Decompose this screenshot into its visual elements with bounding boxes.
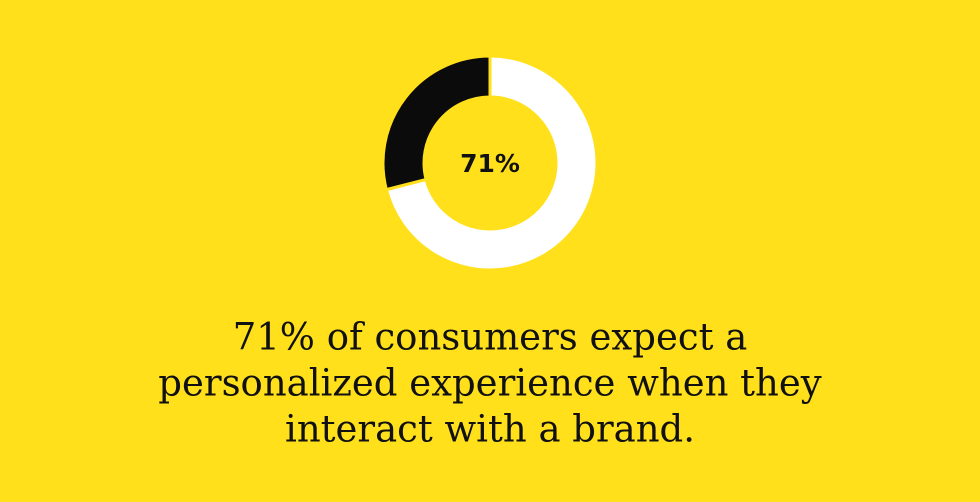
donut-segment: [381, 54, 492, 192]
center-label: 71%: [460, 149, 520, 178]
donut-segment: [384, 54, 599, 272]
caption-line: interact with a brand.: [285, 408, 695, 451]
caption-line: personalized experience when they: [158, 362, 821, 405]
caption-line: 71% of consumers expect a: [233, 316, 748, 359]
